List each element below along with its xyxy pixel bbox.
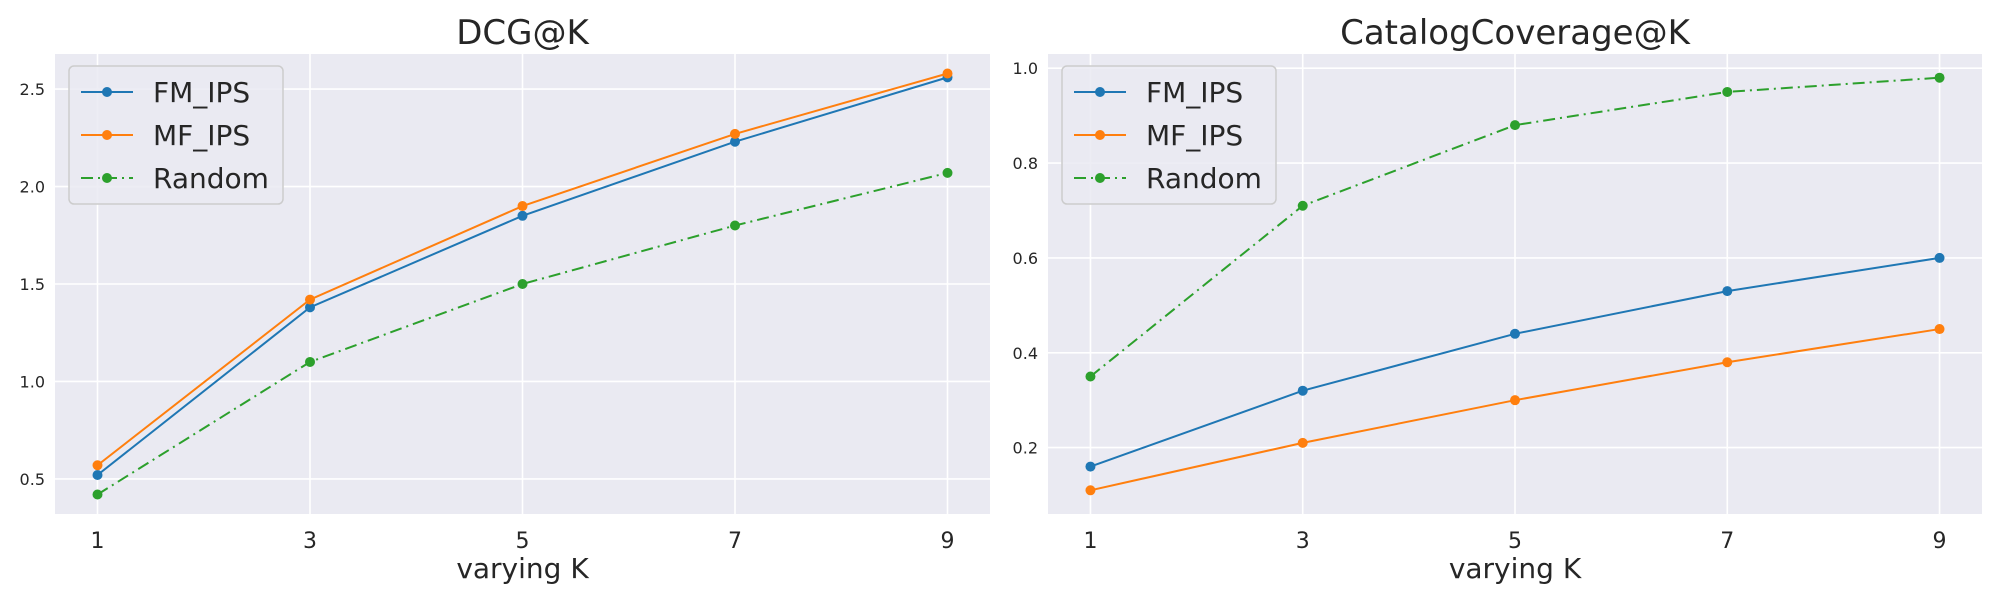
y-tick-label: 1.0 xyxy=(1013,59,1038,78)
legend-swatch-marker xyxy=(102,87,112,97)
data-point xyxy=(305,302,315,313)
legend-item: FM_IPS xyxy=(81,76,250,109)
data-point xyxy=(1297,437,1308,448)
legend-label: MF_IPS xyxy=(153,119,250,152)
x-tick-label: 1 xyxy=(1083,529,1097,554)
legend-label: FM_IPS xyxy=(1146,76,1243,109)
legend: FM_IPS MF_IPS Random xyxy=(68,65,284,205)
legend-swatch-marker xyxy=(1095,87,1105,97)
data-point xyxy=(92,460,103,471)
series-random xyxy=(1085,72,1945,382)
y-tick-label: 2.0 xyxy=(20,178,45,197)
data-point xyxy=(730,136,740,147)
series-random xyxy=(92,167,953,500)
data-point xyxy=(730,220,740,231)
y-tick-label: 1.0 xyxy=(20,372,45,391)
data-point xyxy=(1297,200,1308,211)
data-point xyxy=(730,128,740,139)
x-tick-label: 3 xyxy=(303,529,317,554)
x-tick-label: 9 xyxy=(1933,529,1947,554)
series-fm-ips xyxy=(1085,252,1945,472)
chart-panel-1: 1 3 5 7 9 0.5 1.0 1.5 2.0 2.5 DCG@K varying K FM_IPS… xyxy=(20,13,990,585)
data-point xyxy=(92,489,103,500)
x-tick-label: 3 xyxy=(1296,529,1310,554)
data-point xyxy=(1722,357,1733,368)
legend-label: Random xyxy=(1146,162,1262,195)
data-point xyxy=(517,210,528,221)
data-point xyxy=(517,279,528,289)
data-point xyxy=(1085,371,1096,382)
x-tick-label: 5 xyxy=(1508,529,1522,554)
legend-item: MF_IPS xyxy=(81,119,250,152)
legend-swatch-marker xyxy=(1095,173,1105,183)
legend-label: MF_IPS xyxy=(1146,119,1243,152)
data-point xyxy=(1722,286,1733,297)
x-tick-label: 7 xyxy=(728,529,742,554)
series-line xyxy=(1089,76,1940,378)
data-point xyxy=(517,201,528,212)
chart-title: CatalogCoverage@K xyxy=(1340,13,1691,53)
legend-item: Random xyxy=(81,162,269,195)
data-point xyxy=(1722,86,1733,97)
legend-swatch-marker xyxy=(1095,130,1105,140)
y-tick-label: 0.6 xyxy=(1013,249,1038,268)
data-point xyxy=(1297,385,1308,396)
data-point xyxy=(305,294,315,305)
legend-item: FM_IPS xyxy=(1074,76,1243,109)
legend-swatch-marker xyxy=(102,130,112,140)
legend-label: FM_IPS xyxy=(153,76,250,109)
data-point xyxy=(1934,324,1945,335)
y-tick-label: 1.5 xyxy=(20,275,45,294)
data-point xyxy=(942,68,953,79)
x-tick-label: 1 xyxy=(91,529,105,554)
data-point xyxy=(1085,461,1096,472)
legend-item: MF_IPS xyxy=(1074,119,1243,152)
data-point xyxy=(1934,72,1945,83)
legend-swatch-marker xyxy=(102,173,112,183)
series-mf-ips xyxy=(1085,324,1945,496)
legend-item: Random xyxy=(1074,162,1262,195)
legend-frame xyxy=(68,65,284,205)
x-axis-label: varying K xyxy=(1449,552,1582,585)
y-tick-label: 0.8 xyxy=(1013,154,1038,173)
data-point xyxy=(92,470,103,481)
y-tick-label: 0.2 xyxy=(1013,439,1038,458)
x-tick-label: 5 xyxy=(516,529,530,554)
series-mf-ips xyxy=(92,68,953,471)
y-tick-label: 0.4 xyxy=(1013,344,1038,363)
data-point xyxy=(1510,395,1520,406)
x-tick-label: 9 xyxy=(941,529,955,554)
legend-frame xyxy=(1061,65,1277,205)
y-tick-label: 2.5 xyxy=(20,80,45,99)
series-line xyxy=(96,171,948,496)
chart-panel-2: 1 3 5 7 9 0.2 0.4 0.6 0.8 1.0 CatalogCoverage@K var… xyxy=(1013,13,1982,585)
data-point xyxy=(1085,485,1096,496)
x-tick-label: 7 xyxy=(1720,529,1734,554)
data-point xyxy=(1934,252,1945,263)
chart-title: DCG@K xyxy=(456,13,590,53)
data-point xyxy=(1510,120,1520,131)
legend: FM_IPS MF_IPS Random xyxy=(1061,65,1277,205)
legend-label: Random xyxy=(153,162,269,195)
data-point xyxy=(305,356,315,367)
data-point xyxy=(1510,328,1520,339)
x-axis-label: varying K xyxy=(456,552,589,585)
data-point xyxy=(942,167,953,178)
y-tick-label: 0.5 xyxy=(20,470,45,489)
